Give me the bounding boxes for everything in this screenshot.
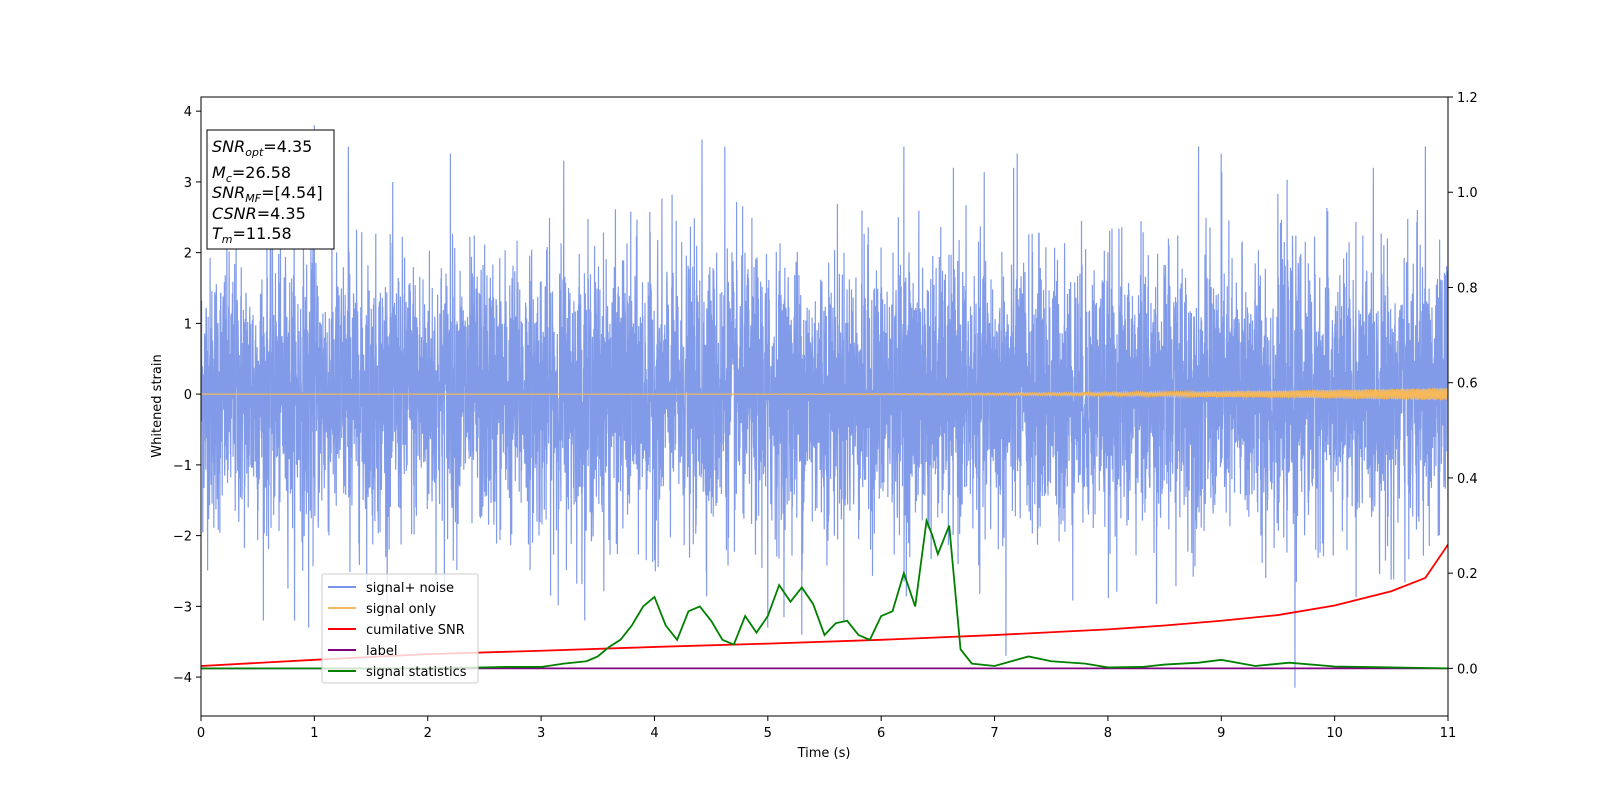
x-tick-label: 0 — [197, 726, 205, 741]
series-cumulative-snr-line — [201, 544, 1448, 667]
legend-label: label — [366, 644, 397, 659]
y-right-tick-label: 1.2 — [1457, 91, 1478, 106]
y-left-tick-label: −4 — [173, 671, 192, 686]
y-left-tick-label: 4 — [184, 105, 192, 120]
series-signal-only-line — [201, 387, 1448, 401]
x-tick-label: 6 — [877, 726, 885, 741]
y-left-tick-label: −3 — [173, 600, 192, 615]
x-tick-label: 2 — [424, 726, 432, 741]
y-left-tick-label: −1 — [173, 459, 192, 474]
x-tick-label: 10 — [1326, 726, 1343, 741]
annotation-csnr: CSNR=4.35 — [212, 204, 306, 223]
annotation-mc: Mc=26.58 — [212, 163, 291, 185]
y-left-tick-label: 3 — [184, 176, 192, 191]
plot-frame — [200, 96, 1449, 717]
legend-label: signal+ noise — [366, 581, 454, 596]
x-tick-label: 1 — [310, 726, 318, 741]
series-signal-statistics-line — [201, 517, 1448, 670]
y-axis-right: 0.0 0.2 0.4 0.6 0.8 1.0 1.2 — [1448, 91, 1478, 677]
annotation-snr-opt: SNRopt=4.35 — [212, 137, 312, 159]
y-right-tick-label: 0.2 — [1457, 567, 1478, 582]
y-left-tick-label: 0 — [184, 388, 192, 403]
annotation-box: SNRopt=4.35 Mc=26.58 SNRMF=[4.54] CSNR=4… — [206, 129, 335, 250]
x-tick-label: 3 — [537, 726, 545, 741]
x-axis: 0 1 2 3 4 5 6 7 8 9 10 11 — [197, 716, 1456, 741]
annotation-snr-mf: SNRMF=[4.54] — [212, 183, 323, 205]
x-tick-label: 9 — [1217, 726, 1225, 741]
y-right-tick-label: 0.6 — [1457, 377, 1478, 392]
x-axis-label: Time (s) — [797, 746, 851, 761]
annotation-tm: Tm=11.58 — [212, 224, 292, 246]
legend: signal+ noise signal only cumilative SNR la… — [321, 573, 479, 684]
y-left-tick-label: 1 — [184, 317, 192, 332]
y-right-tick-label: 0.4 — [1457, 472, 1478, 487]
y-axis-label: Whitened strain — [150, 354, 165, 457]
x-tick-label: 5 — [764, 726, 772, 741]
x-tick-label: 8 — [1104, 726, 1112, 741]
y-axis-left: −4 −3 −2 −1 0 1 2 3 4 — [173, 105, 201, 686]
x-tick-label: 4 — [650, 726, 658, 741]
y-right-tick-label: 0.8 — [1457, 281, 1478, 296]
legend-label: signal statistics — [366, 665, 467, 680]
legend-label: cumilative SNR — [366, 623, 465, 638]
x-tick-label: 11 — [1440, 726, 1457, 741]
y-right-tick-label: 0.0 — [1457, 662, 1478, 677]
series-signal-noise-line — [201, 125, 1448, 688]
legend-label: signal only — [366, 602, 436, 617]
y-right-tick-label: 1.0 — [1457, 186, 1478, 201]
x-tick-label: 7 — [990, 726, 998, 741]
y-left-tick-label: −2 — [173, 530, 192, 545]
y-left-tick-label: 2 — [184, 247, 192, 262]
